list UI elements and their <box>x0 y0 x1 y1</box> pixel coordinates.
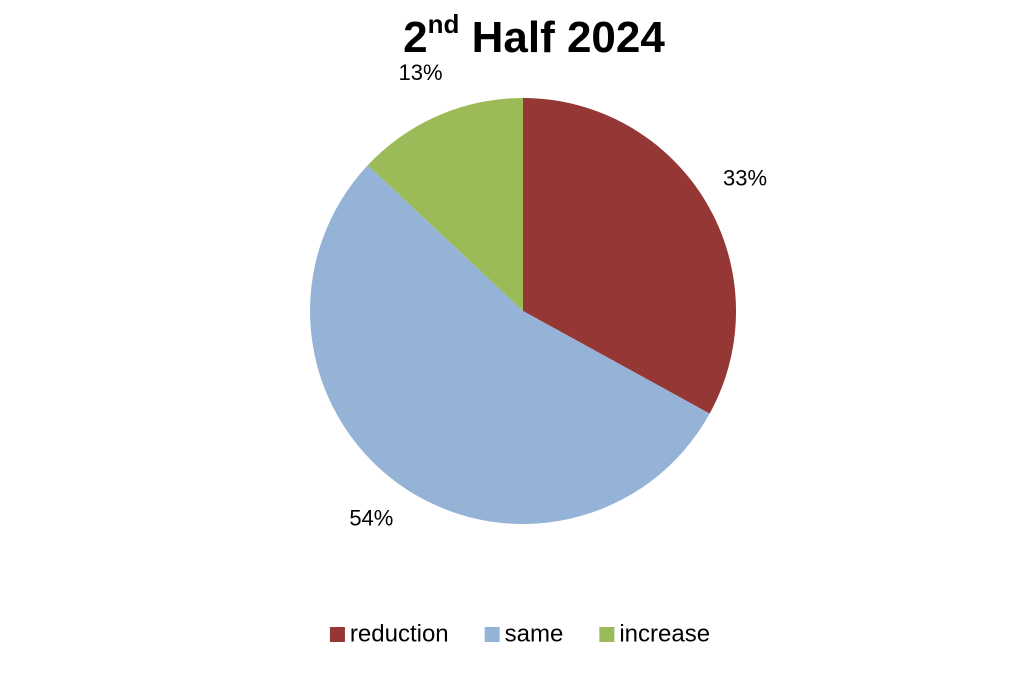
legend-label: same <box>505 620 564 647</box>
chart-title: 2nd Half 2024 <box>403 9 665 62</box>
data-label: 54% <box>349 506 393 531</box>
legend-swatch <box>599 627 615 642</box>
data-label: 13% <box>399 60 443 85</box>
pie-slice <box>523 98 736 414</box>
legend-swatch <box>484 627 500 642</box>
legend-label: reduction <box>350 620 449 647</box>
legend-swatch <box>329 627 345 642</box>
legend-label: increase <box>619 620 710 647</box>
pie-slice <box>310 165 710 524</box>
data-label: 33% <box>723 165 767 190</box>
pie-slice <box>367 98 523 311</box>
